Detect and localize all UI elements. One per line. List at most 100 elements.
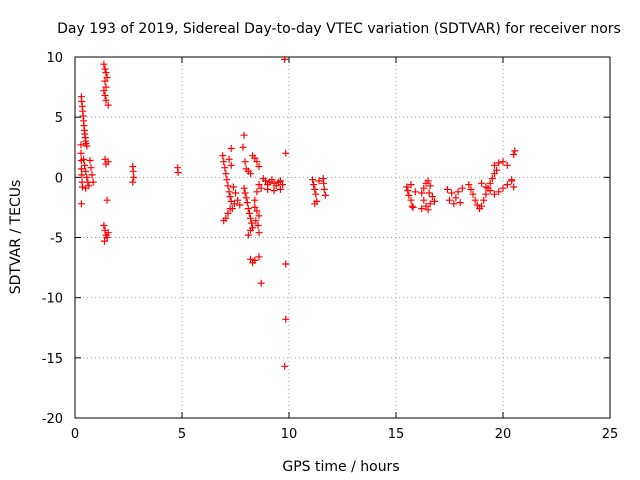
data-point <box>315 177 323 185</box>
data-point <box>240 184 248 192</box>
data-point <box>221 164 229 172</box>
data-point <box>243 199 251 207</box>
data-point <box>230 200 238 208</box>
data-point <box>77 200 85 208</box>
data-point <box>130 173 138 181</box>
data-point <box>311 185 319 193</box>
data-point <box>224 209 232 217</box>
data-point <box>486 187 494 195</box>
x-tick-labels: 0 5 10 15 20 25 <box>71 427 618 442</box>
y-tick-label: 0 <box>55 171 63 186</box>
data-point <box>482 183 490 191</box>
data-point <box>276 177 284 185</box>
data-point <box>443 185 451 193</box>
data-point <box>251 256 259 264</box>
data-point <box>480 196 488 204</box>
data-point <box>228 205 236 213</box>
data-point <box>220 158 228 166</box>
x-tick-label: 25 <box>602 427 619 442</box>
data-point <box>425 189 433 197</box>
data-point <box>418 189 426 197</box>
data-point <box>276 185 284 193</box>
data-point <box>320 179 328 187</box>
data-point <box>229 183 237 191</box>
data-point <box>234 196 242 204</box>
data-point <box>255 229 263 237</box>
data-point <box>321 191 329 199</box>
data-point <box>77 165 85 173</box>
data-point <box>129 178 137 186</box>
data-point <box>236 201 244 209</box>
data-point <box>407 181 415 189</box>
data-point <box>241 158 249 166</box>
data-point <box>248 219 256 227</box>
data-point <box>310 181 318 189</box>
data-point <box>262 177 269 185</box>
x-tick-label: 10 <box>281 427 298 442</box>
axis-ticks <box>74 56 611 419</box>
data-point <box>247 226 254 234</box>
data-point <box>251 196 259 204</box>
data-point <box>431 197 438 205</box>
data-points <box>77 55 519 370</box>
data-point <box>103 196 111 204</box>
data-point <box>510 183 518 191</box>
data-point <box>101 65 109 73</box>
data-point <box>495 159 503 167</box>
data-point <box>100 60 108 68</box>
data-point <box>465 181 473 189</box>
data-point <box>254 222 262 229</box>
y-tick-label: 10 <box>46 51 63 66</box>
data-point <box>405 191 413 199</box>
data-point <box>404 187 412 195</box>
data-point <box>242 194 250 202</box>
data-point <box>467 185 475 193</box>
y-tick-label: -10 <box>42 292 63 307</box>
data-point <box>478 202 486 210</box>
data-point <box>424 177 432 185</box>
data-point <box>102 69 110 77</box>
y-axis-label: SDTVAR / TECUs <box>8 180 24 295</box>
data-point <box>493 166 501 174</box>
data-point <box>83 142 91 150</box>
x-tick-label: 15 <box>388 427 405 442</box>
y-tick-label: -20 <box>42 412 63 427</box>
data-point <box>81 161 89 169</box>
data-point <box>448 189 456 197</box>
data-point <box>87 164 95 172</box>
data-point <box>510 151 518 158</box>
data-point <box>104 101 112 109</box>
data-point <box>420 196 428 204</box>
data-point <box>486 179 494 187</box>
data-point <box>82 184 90 192</box>
data-point <box>320 185 328 193</box>
data-point <box>104 158 112 166</box>
data-point <box>279 181 287 189</box>
y-tick-label: -15 <box>42 352 63 367</box>
data-point <box>452 194 460 202</box>
data-point <box>426 182 434 190</box>
data-point <box>225 155 233 163</box>
y-tick-labels: -20 -15 -10 -5 0 5 10 <box>42 51 63 427</box>
data-point <box>100 222 108 229</box>
data-point <box>255 163 263 170</box>
data-point <box>89 178 97 186</box>
data-point <box>424 206 432 214</box>
data-point <box>239 143 247 151</box>
data-point <box>129 167 137 175</box>
data-point <box>408 202 416 210</box>
data-point <box>403 183 411 191</box>
data-point <box>251 203 259 211</box>
data-point <box>102 96 110 104</box>
data-point <box>225 188 233 196</box>
data-point <box>281 55 289 63</box>
data-point <box>247 170 254 178</box>
data-point <box>257 279 265 287</box>
data-point <box>257 184 265 192</box>
data-point <box>311 200 319 208</box>
data-point <box>471 196 479 204</box>
data-point <box>244 205 252 213</box>
data-point <box>77 149 85 157</box>
data-point <box>255 181 263 189</box>
data-point <box>103 74 111 81</box>
